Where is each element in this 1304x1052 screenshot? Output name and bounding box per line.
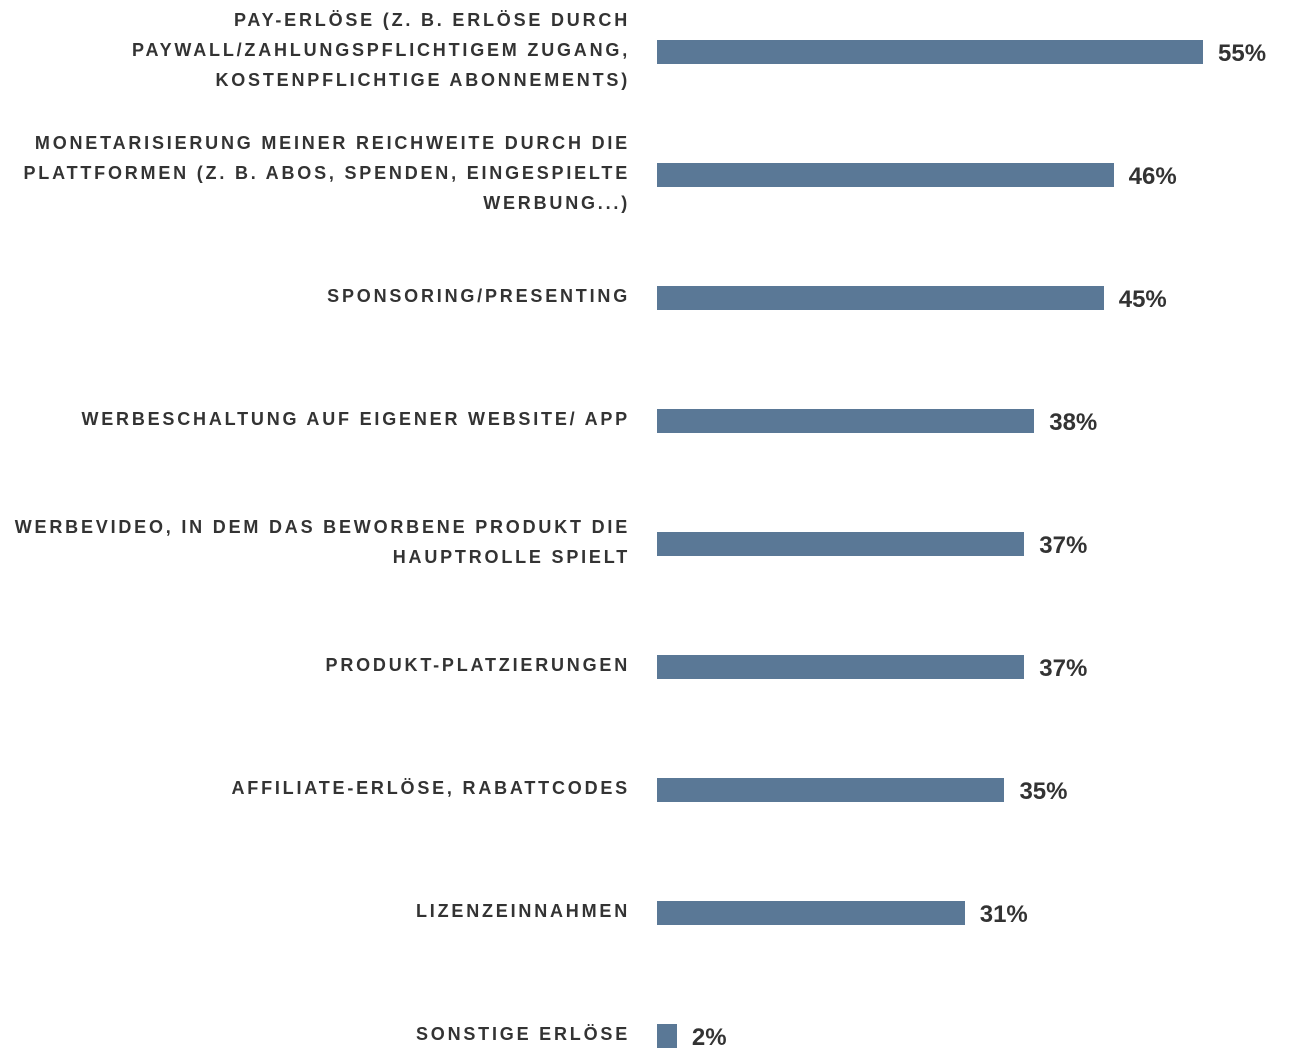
bar [657,655,1025,679]
value-label: 35% [1019,778,1068,805]
bar [657,163,1114,187]
value-label: 45% [1118,286,1167,313]
value-label: 38% [1049,409,1098,436]
category-label: WERBESCHALTUNG AUF EIGENER WEBSITE/ APP [81,409,630,429]
category-label: LIZENZEINNAHMEN [416,901,630,921]
value-label: 46% [1128,163,1177,190]
category-label: SONSTIGE ERLÖSE [415,1024,630,1044]
category-label: PAY-ERLÖSE (Z. B. ERLÖSE DURCH PAYWALL/Z… [132,10,630,90]
value-label: 55% [1218,40,1267,67]
bar [657,40,1203,64]
category-label: AFFILIATE-ERLÖSE, RABATTCODES [231,778,630,798]
category-label: WERBEVIDEO, IN DEM DAS BEWORBENE PRODUKT… [14,517,630,567]
bar [657,1024,677,1048]
category-label: SPONSORING/PRESENTING [327,286,630,306]
category-label: MONETARISIERUNG MEINER REICHWEITE DURCH … [23,133,630,213]
bar [657,286,1104,310]
value-label: 37% [1039,655,1088,682]
bar [657,532,1025,556]
category-label: PRODUKT-PLATZIERUNGEN [325,655,630,675]
bar [657,901,965,925]
bar [657,409,1035,433]
value-label: 37% [1039,532,1088,559]
value-label: 2% [691,1024,727,1051]
bar [657,778,1005,802]
value-label: 31% [979,901,1028,928]
